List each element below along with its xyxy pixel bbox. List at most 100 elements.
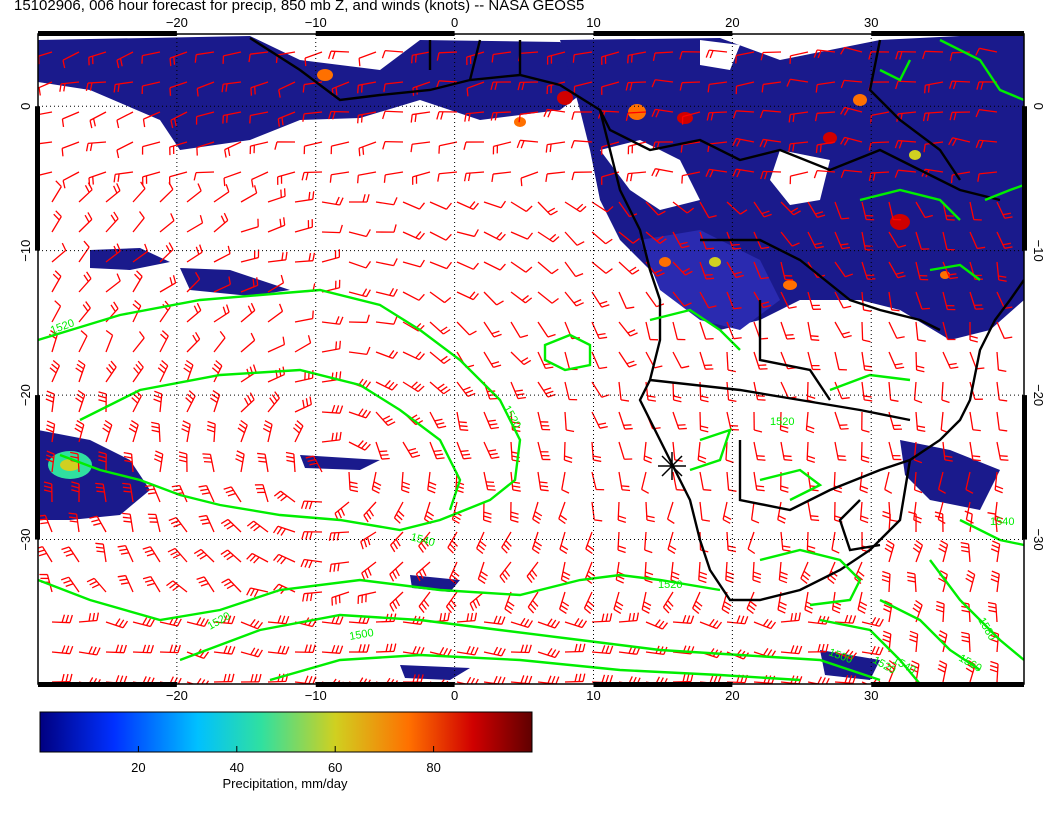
wind-barb — [834, 649, 858, 660]
wind-barb — [51, 210, 62, 233]
wind-barb — [531, 531, 542, 555]
wind-barb — [948, 137, 971, 147]
colorbar-tick-label: 40 — [230, 760, 244, 775]
wind-barb — [61, 546, 80, 563]
wind-barb — [483, 411, 499, 430]
wind-barb — [186, 302, 202, 323]
wind-barb — [456, 411, 469, 431]
wind-barb — [860, 441, 870, 463]
wind-barb — [193, 548, 215, 563]
wind-barb — [402, 441, 421, 459]
wind-barb — [321, 340, 341, 353]
wind-barb — [699, 291, 717, 309]
wind-barb — [965, 501, 974, 524]
wind-barb — [672, 381, 682, 403]
wind-barb — [753, 261, 769, 280]
wind-barb — [361, 561, 377, 581]
wind-barb — [382, 140, 404, 150]
wind-barb — [894, 169, 917, 178]
wind-barb — [383, 81, 404, 92]
wind-barb — [402, 231, 425, 240]
wind-barb — [861, 291, 872, 312]
wind-barb — [331, 591, 350, 606]
wind-barb — [240, 277, 259, 293]
wind-barb — [732, 168, 755, 178]
wind-barb — [248, 51, 269, 63]
wind-barb — [348, 440, 371, 451]
wind-barb — [558, 501, 568, 525]
colorbar-tick-label: 60 — [328, 760, 342, 775]
wind-barb — [98, 391, 107, 413]
wind-barb — [220, 518, 242, 533]
wind-barb — [38, 514, 53, 533]
wind-barb — [546, 51, 566, 65]
wind-barb — [321, 196, 344, 206]
wind-barb — [571, 171, 593, 181]
wind-barb — [250, 81, 269, 96]
wind-barb — [780, 612, 801, 623]
wind-barb — [334, 501, 350, 521]
wind-barb — [705, 168, 728, 178]
wind-barb — [267, 217, 286, 233]
wind-barb — [240, 185, 258, 203]
wind-barb — [964, 510, 973, 533]
wind-barb — [302, 81, 323, 93]
wind-barb — [780, 531, 791, 552]
wind-barb — [210, 389, 221, 413]
wind-barb — [537, 261, 559, 275]
wind-barb — [699, 411, 709, 433]
wind-barb — [321, 249, 341, 263]
wind-barb — [591, 645, 614, 655]
wind-barb — [294, 335, 312, 353]
wind-barb — [128, 420, 139, 443]
wind-barb — [672, 291, 692, 307]
wind-barb — [753, 471, 765, 492]
wind-barb — [975, 139, 998, 149]
wind-barb — [706, 111, 728, 121]
wind-barb — [780, 291, 797, 309]
wind-barb — [390, 531, 404, 553]
wind-barb — [672, 321, 686, 341]
wind-barb — [240, 332, 256, 353]
wind-barb — [625, 111, 647, 121]
wind-barb — [969, 231, 986, 250]
wind-barb — [302, 111, 323, 122]
wind-barb — [618, 411, 633, 430]
wind-barb — [699, 321, 714, 340]
wind-barb — [51, 673, 73, 683]
wind-barb — [699, 261, 715, 280]
wind-barb — [267, 336, 286, 353]
wind-barb — [273, 490, 296, 503]
frame-bar-right — [1022, 395, 1027, 540]
wind-barb — [520, 171, 539, 187]
wind-barb — [105, 618, 129, 629]
wind-barb — [358, 141, 377, 157]
wind-barb — [221, 578, 242, 593]
wind-barb — [759, 109, 782, 119]
wind-barb — [89, 111, 107, 129]
wind-barb — [141, 141, 161, 155]
wind-barb — [246, 552, 269, 564]
wind-barb — [591, 321, 608, 340]
wind-barb — [348, 314, 370, 324]
wind-barb — [807, 643, 829, 653]
wind-barb — [132, 360, 144, 383]
wind-barb — [591, 613, 613, 623]
wind-barb — [235, 450, 245, 473]
wind-barb — [116, 141, 134, 159]
wind-barb — [906, 571, 917, 593]
wind-barb — [510, 231, 533, 240]
wind-barb — [132, 331, 145, 353]
wind-barb — [196, 141, 215, 156]
wind-barb — [267, 274, 285, 293]
wind-barb — [591, 201, 614, 213]
wind-barb — [942, 261, 959, 280]
wind-barb — [490, 111, 512, 121]
wind-barb — [213, 331, 226, 353]
wind-barb — [429, 291, 452, 304]
wind-barb — [240, 302, 256, 323]
wind-barb — [410, 111, 431, 123]
wind-barb — [698, 561, 708, 584]
frame-bar-left — [35, 106, 40, 251]
wind-barb — [969, 291, 984, 310]
